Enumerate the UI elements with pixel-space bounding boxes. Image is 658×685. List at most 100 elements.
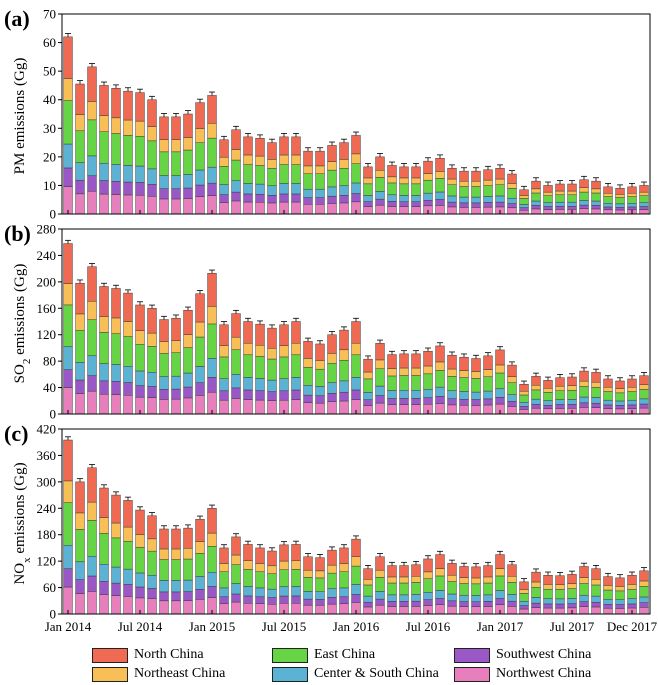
bar-segment-northwest-china: [531, 407, 541, 415]
bar-segment-east-china: [459, 377, 469, 392]
bar-segment-north-china: [531, 180, 541, 190]
bar-segment-east-china: [447, 184, 457, 197]
bar-stack: [219, 544, 229, 615]
bar-segment-center-south-china: [495, 388, 505, 398]
bar-stack: [63, 239, 73, 415]
bar-segment-northeast-china: [183, 137, 193, 151]
bar-segment-center-south-china: [159, 580, 169, 593]
bar-segment-east-china: [483, 185, 493, 197]
bar-segment-southwest-china: [471, 399, 481, 406]
bar-segment-east-china: [243, 569, 253, 587]
bar-segment-southwest-china: [231, 593, 241, 603]
bar-stack: [411, 561, 421, 615]
bar-segment-north-china: [183, 113, 193, 138]
bar-segment-center-south-china: [543, 202, 553, 207]
bar-segment-southwest-china: [387, 201, 397, 207]
bar-segment-east-china: [579, 583, 589, 596]
bar-segment-northeast-china: [351, 153, 361, 164]
bar-segment-north-china: [231, 313, 241, 338]
bar-stack: [627, 375, 637, 415]
bar-segment-northwest-china: [639, 209, 649, 215]
bar-segment-center-south-china: [399, 195, 409, 202]
bar-segment-east-china: [579, 191, 589, 201]
bar-stack: [87, 263, 97, 415]
bar-segment-center-south-china: [567, 399, 577, 405]
bar-stack: [363, 163, 373, 215]
bar-stack: [183, 306, 193, 415]
bar-segment-northwest-china: [435, 403, 445, 415]
bar-segment-northwest-china: [195, 599, 205, 615]
bar-segment-northeast-china: [351, 556, 361, 567]
bar-stack: [483, 165, 493, 215]
bar-segment-north-china: [543, 185, 553, 193]
y-tick-label: 120: [37, 327, 57, 342]
bar-segment-north-china: [339, 142, 349, 160]
y-tick-label: 200: [37, 274, 57, 289]
bar-segment-center-south-china: [207, 358, 217, 378]
bar-segment-northwest-china: [483, 606, 493, 615]
bar-segment-southwest-china: [63, 167, 73, 187]
bar-segment-center-south-china: [123, 165, 133, 183]
bar-stack: [147, 95, 157, 215]
bar-segment-northwest-china: [255, 603, 265, 615]
bar-stack: [207, 504, 217, 615]
bar-segment-northwest-china: [471, 405, 481, 415]
bar-stack: [483, 561, 493, 615]
bar-segment-north-china: [555, 183, 565, 192]
y-axis-title-tail: emissions (Gg): [12, 462, 28, 557]
bar-segment-north-china: [591, 180, 601, 190]
bar-segment-northwest-china: [63, 186, 73, 215]
bar-segment-northwest-china: [87, 190, 97, 215]
panel-label: (c): [4, 421, 28, 446]
bar-segment-southwest-china: [495, 598, 505, 606]
bar-segment-northwest-china: [147, 598, 157, 615]
bar-segment-center-south-china: [219, 184, 229, 195]
bar-segment-east-china: [195, 553, 205, 577]
bar-segment-center-south-china: [231, 180, 241, 193]
bar-segment-east-china: [123, 135, 133, 166]
bar-stack: [87, 63, 97, 215]
bar-segment-center-south-china: [339, 185, 349, 196]
bar-segment-north-china: [111, 88, 121, 119]
bar-stack: [315, 340, 325, 415]
bar-segment-northwest-china: [639, 407, 649, 415]
bar-segment-north-china: [615, 380, 625, 389]
bar-segment-northeast-china: [495, 568, 505, 577]
bar-stack: [111, 284, 121, 415]
bar-segment-northeast-china: [111, 522, 121, 539]
bar-segment-northeast-china: [63, 283, 73, 306]
bar-segment-center-south-china: [423, 592, 433, 600]
bar-segment-southwest-china: [483, 601, 493, 607]
bar-segment-northwest-china: [603, 408, 613, 415]
bar-stack: [543, 181, 553, 215]
bar-segment-center-south-china: [147, 168, 157, 185]
bar-segment-east-china: [363, 183, 373, 196]
bar-segment-northeast-china: [303, 165, 313, 174]
bar-stack: [483, 352, 493, 415]
bar-segment-northeast-china: [291, 560, 301, 570]
bar-segment-center-south-china: [147, 372, 157, 387]
bar-segment-southwest-china: [147, 386, 157, 398]
bar-segment-northeast-china: [135, 330, 145, 345]
bar-segment-north-china: [183, 527, 193, 549]
bar-segment-east-china: [135, 344, 145, 372]
bar-segment-east-china: [471, 583, 481, 596]
bar-segment-north-china: [411, 353, 421, 369]
bar-segment-northeast-china: [435, 568, 445, 577]
bar-segment-center-south-china: [111, 164, 121, 182]
y-tick-label: 360: [37, 448, 57, 463]
bar-segment-east-china: [495, 184, 505, 197]
bar-segment-east-china: [435, 370, 445, 388]
bar-segment-north-china: [147, 308, 157, 334]
bar-segment-northwest-china: [435, 604, 445, 615]
bar-segment-northeast-china: [423, 571, 433, 579]
bar-segment-southwest-china: [615, 207, 625, 211]
bar-segment-east-china: [267, 358, 277, 381]
bar-segment-north-china: [75, 481, 85, 514]
bar-segment-east-china: [171, 352, 181, 377]
bar-segment-center-south-china: [555, 399, 565, 405]
bar-segment-northeast-china: [147, 538, 157, 552]
bar-segment-northwest-china: [531, 607, 541, 615]
bar-stack: [291, 133, 301, 215]
